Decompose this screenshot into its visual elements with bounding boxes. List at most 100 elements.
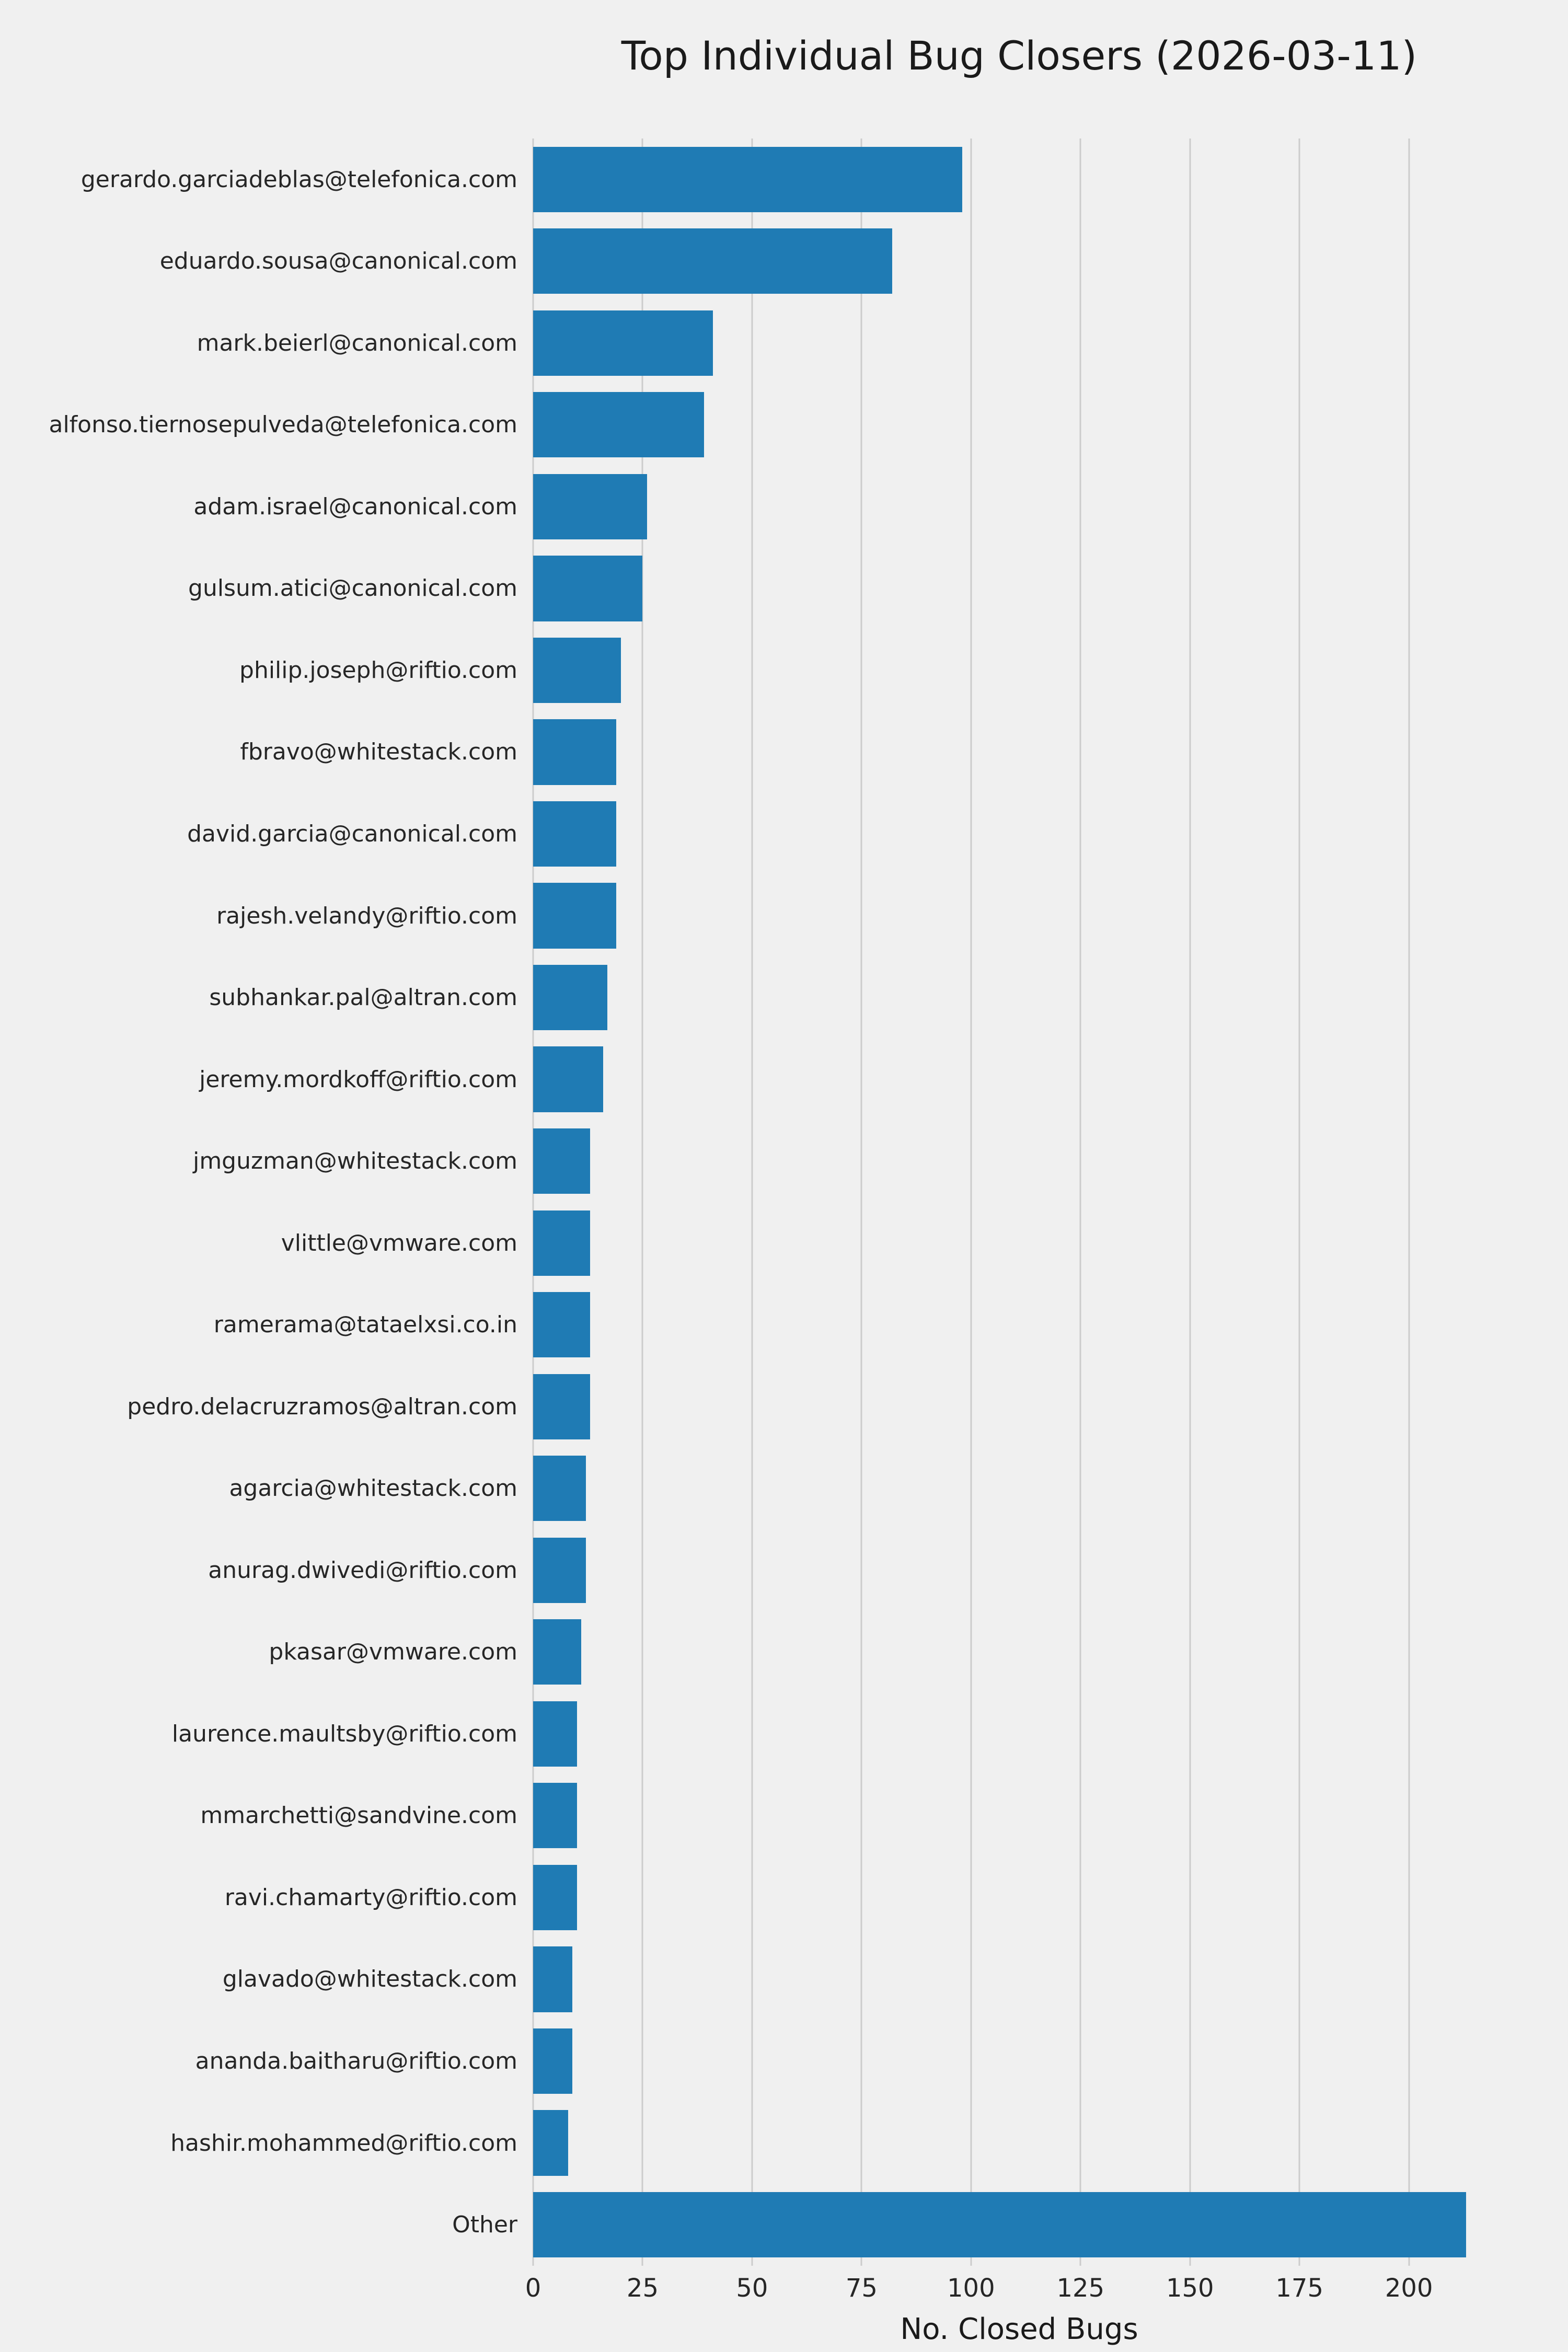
bar-row: pkasar@vmware.com [0, 1611, 1505, 1693]
y-tick-label: pkasar@vmware.com [269, 1639, 517, 1666]
y-tick-label: Other [452, 2211, 517, 2239]
bar [533, 2192, 1466, 2258]
bar-row: ananda.baitharu@riftio.com [0, 2020, 1505, 2102]
gridline [1079, 139, 1081, 2266]
y-tick-label: mark.beierl@canonical.com [197, 329, 517, 356]
y-tick-label: ravi.chamarty@riftio.com [224, 1884, 517, 1911]
bar [533, 1046, 604, 1112]
bar-track [533, 1529, 1505, 1611]
bar [533, 1292, 590, 1358]
x-tick-label: 75 [845, 2274, 878, 2303]
bar-track [533, 1120, 1505, 1202]
gridline [1298, 139, 1300, 2266]
bar [533, 2110, 569, 2176]
bar-row: subhankar.pal@altran.com [0, 956, 1505, 1039]
x-tick-label: 50 [736, 2274, 768, 2303]
bar-row: laurence.maultsby@riftio.com [0, 1693, 1505, 1775]
bar-track [533, 793, 1505, 875]
y-tick-label: subhankar.pal@altran.com [209, 984, 517, 1011]
bar-row: gerardo.garciadeblas@telefonica.com [0, 139, 1505, 221]
y-tick-label: gulsum.atici@canonical.com [188, 575, 517, 602]
x-tick-label: 175 [1275, 2274, 1324, 2303]
bar [533, 1210, 590, 1276]
bar-track [533, 1939, 1505, 2021]
bar [533, 883, 617, 949]
bar [533, 1701, 577, 1767]
bar-track [533, 2020, 1505, 2102]
x-tick-label: 200 [1385, 2274, 1433, 2303]
y-tick-label: adam.israel@canonical.com [193, 493, 517, 520]
bar-row: adam.israel@canonical.com [0, 466, 1505, 548]
bar [533, 719, 617, 785]
bar-track [533, 302, 1505, 384]
bar-track [533, 1284, 1505, 1366]
bar-track [533, 1693, 1505, 1775]
bar [533, 392, 704, 458]
y-tick-label: glavado@whitestack.com [222, 1966, 517, 1993]
bar [533, 146, 963, 212]
bar-track [533, 1775, 1505, 1857]
bar-track [533, 139, 1505, 221]
bar [533, 2028, 573, 2094]
bar-track [533, 1202, 1505, 1284]
bar-row: rajesh.velandy@riftio.com [0, 875, 1505, 957]
y-tick-label: ananda.baitharu@riftio.com [195, 2047, 517, 2074]
chart-title: Top Individual Bug Closers (2026-03-11) [621, 32, 1417, 79]
bar-row: ramerama@tataelxsi.co.in [0, 1284, 1505, 1366]
bar-track [533, 629, 1505, 711]
bar-row: pedro.delacruzramos@altran.com [0, 1366, 1505, 1448]
bar-track [533, 711, 1505, 793]
bar-track [533, 1611, 1505, 1693]
gridline [860, 139, 862, 2266]
bar-track [533, 2102, 1505, 2184]
bar-track [533, 1366, 1505, 1448]
bar-track [533, 221, 1505, 303]
bar-row: alfonso.tiernosepulveda@telefonica.com [0, 384, 1505, 466]
y-tick-label: jmguzman@whitestack.com [193, 1148, 517, 1175]
bar-row: glavado@whitestack.com [0, 1939, 1505, 2021]
bar [533, 474, 647, 539]
bar-track [533, 466, 1505, 548]
bar [533, 1619, 582, 1685]
bar [533, 228, 893, 294]
x-tick-label: 25 [626, 2274, 659, 2303]
x-tick-label: 100 [947, 2274, 995, 2303]
y-tick-label: fbravo@whitestack.com [240, 739, 517, 766]
gridline [641, 139, 643, 2266]
bar-row: mmarchetti@sandvine.com [0, 1775, 1505, 1857]
y-tick-label: alfonso.tiernosepulveda@telefonica.com [49, 411, 518, 439]
bar-track [533, 1039, 1505, 1121]
x-tick-label: 0 [525, 2274, 541, 2303]
y-tick-label: eduardo.sousa@canonical.com [159, 248, 517, 275]
plot-area: gerardo.garciadeblas@telefonica.com eduar… [0, 139, 1505, 2266]
bar-row: eduardo.sousa@canonical.com [0, 221, 1505, 303]
bar-track [533, 384, 1505, 466]
bar-row: jeremy.mordkoff@riftio.com [0, 1039, 1505, 1121]
x-axis-ticks: 0 25 50 75 100 125 150 175 200 [525, 2274, 1505, 2310]
y-tick-label: rajesh.velandy@riftio.com [216, 902, 517, 929]
bar-row: vlittle@vmware.com [0, 1202, 1505, 1284]
bar [533, 637, 621, 704]
bar-row: mark.beierl@canonical.com [0, 302, 1505, 384]
bar [533, 1946, 573, 2012]
y-tick-label: ramerama@tataelxsi.co.in [213, 1311, 517, 1339]
y-tick-label: mmarchetti@sandvine.com [200, 1802, 517, 1829]
y-tick-label: agarcia@whitestack.com [229, 1475, 517, 1502]
y-tick-label: anurag.dwivedi@riftio.com [208, 1557, 517, 1584]
bar-row: anurag.dwivedi@riftio.com [0, 1529, 1505, 1611]
bar-track [533, 1448, 1505, 1530]
gridline [751, 139, 753, 2266]
bar-track [533, 956, 1505, 1039]
bar [533, 310, 713, 376]
bar-row: gulsum.atici@canonical.com [0, 548, 1505, 630]
bar-track [533, 548, 1505, 630]
x-tick-label: 125 [1056, 2274, 1105, 2303]
gridline [1408, 139, 1410, 2266]
x-axis-label: No. Closed Bugs [900, 2312, 1138, 2346]
y-tick-label: hashir.mohammed@riftio.com [170, 2129, 517, 2157]
bar [533, 1783, 577, 1849]
bar-track [533, 875, 1505, 957]
gridline [970, 139, 972, 2266]
bar [533, 1128, 590, 1194]
